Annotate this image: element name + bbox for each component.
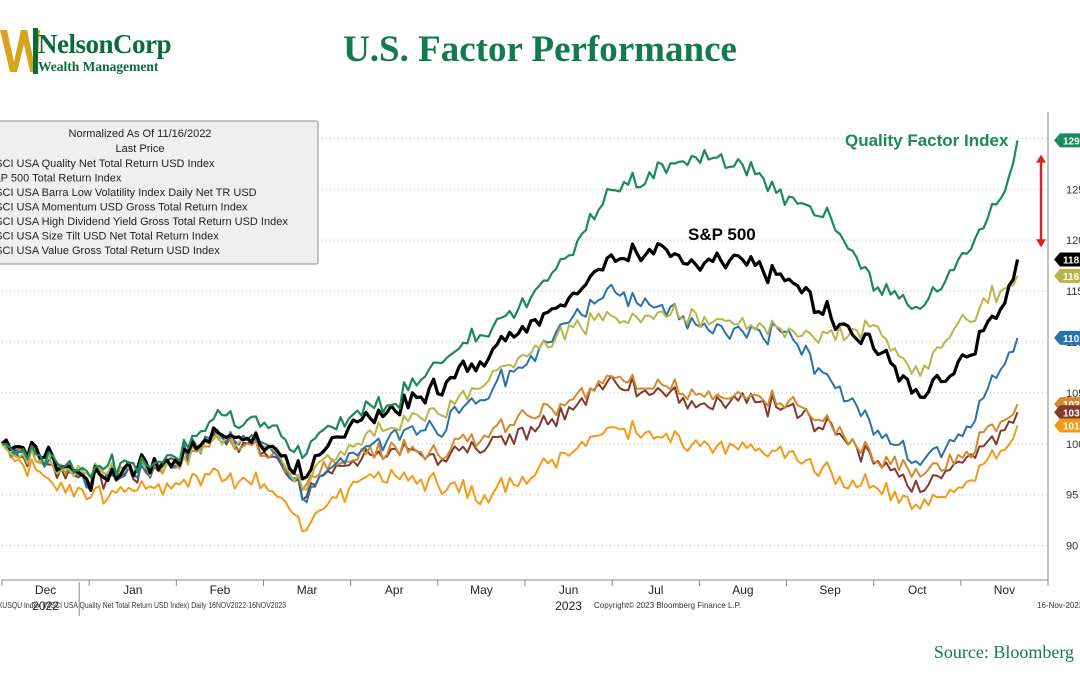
series-line-sp500 [0,242,1020,492]
last-price-tag-quality [1054,133,1080,148]
spread-arrow-head-down [1036,239,1046,248]
series-line-quality [1,140,1019,479]
last-price-value-quality: 129.8 [1063,136,1080,147]
x-tick-label: Feb [210,583,231,597]
footer-date: 16-Nov-2023 [1037,601,1080,610]
y-tick-label: 95 [1066,490,1078,502]
spread-arrow-head-up [1036,154,1046,163]
chart-legend: Normalized As Of 11/16/2022 Last Price MSC… [0,120,319,265]
legend-entry-hdy: MSCI USA High Dividend Yield Gross Total… [0,216,288,228]
last-price-tag-sp500 [1054,252,1080,267]
x-tick-label: Oct [908,583,927,597]
legend-entry-quality: MSCI USA Quality Net Total Return USD In… [0,158,215,170]
legend-entry-sp500: S&P 500 Total Return Index [0,173,122,185]
legend-entry-momentum: MSCI USA Momentum USD Gross Total Return… [0,202,248,214]
legend-entry-size: MSCI USA Size Tilt USD Net Total Return … [0,231,219,243]
last-price-value-sp500: 118.1 [1063,256,1080,267]
y-tick-label: 105 [1066,388,1080,400]
x-tick-label: May [470,583,493,597]
legend-entry-lowvol: MSCI USA Barra Low Volatility Index Dail… [0,187,257,199]
chart-series-layer [0,140,1020,533]
last-price-value-size: 103.1 [1063,408,1080,419]
series-line-value [1,419,1019,533]
source-note: Source: Bloomberg [933,642,1074,662]
x-tick-label: Apr [385,583,404,597]
last-price-value-value: 101.8 [1063,421,1080,432]
y-tick-label: 90 [1066,541,1078,553]
last-price-tag-size [1054,405,1080,420]
x-year-label: 2022 [32,599,59,613]
x-tick-label: Nov [994,583,1015,597]
x-tick-label: Mar [297,583,318,597]
x-tick-label: Jun [559,583,578,597]
brand-subtitle: Wealth Management [38,59,159,74]
legend-entry-value: MSCI USA Value Gross Total Return USD In… [0,245,220,257]
x-tick-label: Jul [648,583,663,597]
y-tick-label: 100 [1066,439,1080,451]
legend-subtitle: Last Price [116,143,165,155]
x-year-label: 2023 [555,599,582,613]
x-tick-label: Dec [35,583,56,597]
x-tick-label: Jan [123,583,142,597]
legend-box [0,120,319,265]
y-tick-label: 115 [1066,286,1080,298]
last-price-value-momentum: 110.4 [1063,334,1080,345]
last-price-tag-lowvol [1054,268,1080,283]
factor-performance-chart: 9095100105110115120125130DecJanFebMarApr… [0,112,1080,616]
annotation-sp500: S&P 500 [688,225,756,244]
chart-annotations: 129.8118.1116.5110.4103.9103.1101.8Quali… [688,131,1080,433]
chart-axis-layer: 9095100105110115120125130DecJanFebMarApr… [0,112,1080,616]
nelsoncorp-logo-icon [0,28,40,74]
y-tick-label: 125 [1066,184,1080,196]
legend-title: Normalized As Of 11/16/2022 [69,128,212,140]
x-tick-label: Aug [732,583,753,597]
page-title: U.S. Factor Performance [343,29,737,70]
brand-logo: NelsonCorp Wealth Management [0,24,180,80]
x-tick-label: Sep [819,583,841,597]
last-price-value-lowvol: 116.5 [1063,272,1080,283]
series-line-momentum [1,283,1019,504]
footer-left: MXUSQU Index (MSCI USA Quality Net Total… [0,601,286,610]
annotation-quality: Quality Factor Index [845,131,1009,150]
footer-copyright: Copyright© 2023 Bloomberg Finance L.P. [594,601,741,610]
y-tick-label: 120 [1066,235,1080,247]
last-price-tag-value [1054,418,1080,433]
brand-name: NelsonCorp [38,29,172,59]
last-price-tag-momentum [1054,330,1080,345]
